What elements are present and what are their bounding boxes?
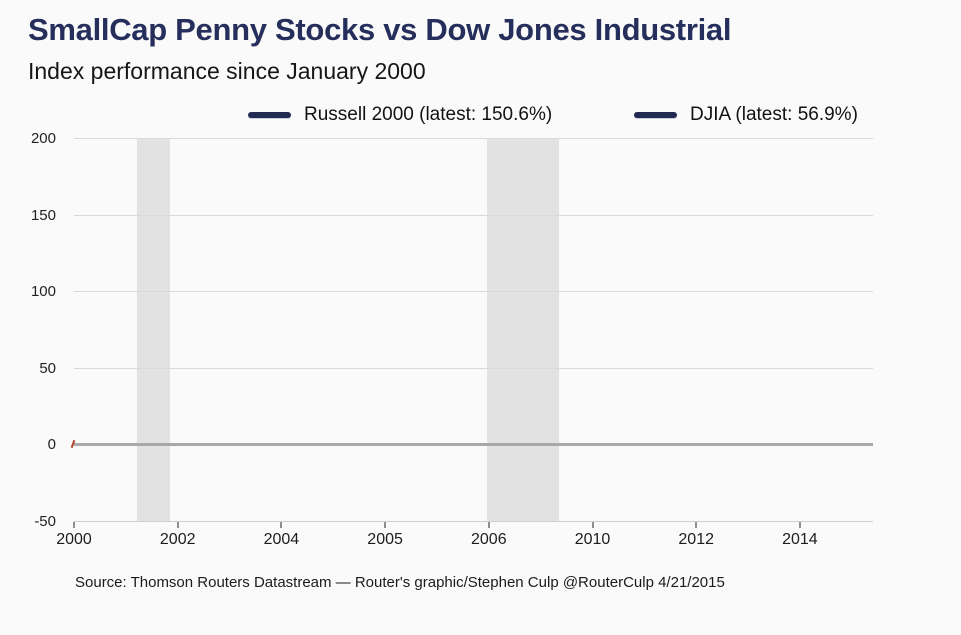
x-tick-mark xyxy=(384,522,387,528)
x-axis-line xyxy=(74,521,873,522)
source-note: Source: Thomson Routers Datastream — Rou… xyxy=(75,574,725,591)
y-tick-label: 150 xyxy=(30,206,56,224)
chart-subtitle: Index performance since January 2000 xyxy=(28,58,426,84)
series-start-marker xyxy=(72,440,77,448)
x-tick-label: 2012 xyxy=(678,531,714,548)
y-gridline xyxy=(74,138,873,139)
y-tick-label: -50 xyxy=(34,513,56,530)
x-tick-label: 2004 xyxy=(263,531,300,548)
x-tick-mark xyxy=(591,522,594,528)
x-tick-mark xyxy=(487,522,490,528)
line-swatch-icon xyxy=(248,112,291,118)
y-tick-label: 0 xyxy=(47,436,56,454)
x-tick-label: 2002 xyxy=(159,531,196,548)
x-tick-mark xyxy=(695,522,698,528)
zero-line xyxy=(74,443,873,447)
y-tick-label: 200 xyxy=(30,130,56,147)
y-tick-label: 50 xyxy=(39,359,56,377)
x-tick-mark xyxy=(73,522,75,528)
y-gridline xyxy=(74,291,873,293)
y-gridline xyxy=(74,367,873,369)
legend-item-russell-2000: Russell 2000 (latest: 150.6%) xyxy=(248,102,552,128)
x-axis: 2000 2002 2004 2005 2006 2010 2012 2014 xyxy=(56,521,873,561)
legend: Russell 2000 (latest: 150.6%) DJIA (late… xyxy=(0,102,961,128)
recession-band xyxy=(137,138,170,521)
line-swatch-icon xyxy=(634,112,677,118)
x-tick-mark xyxy=(280,522,283,528)
legend-label: DJIA (latest: 56.9%) xyxy=(690,104,858,125)
x-tick-label: 2010 xyxy=(574,531,611,548)
y-gridline xyxy=(74,214,873,216)
legend-label: Russell 2000 (latest: 150.6%) xyxy=(304,104,553,125)
recession-band xyxy=(487,138,559,521)
x-tick-label: 2000 xyxy=(56,531,92,548)
x-tick-label: 2014 xyxy=(782,531,818,548)
legend-item-djia: DJIA (latest: 56.9%) xyxy=(634,102,858,128)
chart-title: SmallCap Penny Stocks vs Dow Jones Indus… xyxy=(28,12,732,47)
y-tick-label: 100 xyxy=(30,283,56,301)
plot-area xyxy=(72,138,873,522)
x-tick-label: 2006 xyxy=(471,531,507,548)
x-tick-mark xyxy=(798,522,801,528)
x-tick-mark xyxy=(176,522,179,528)
x-tick-label: 2005 xyxy=(367,531,403,548)
